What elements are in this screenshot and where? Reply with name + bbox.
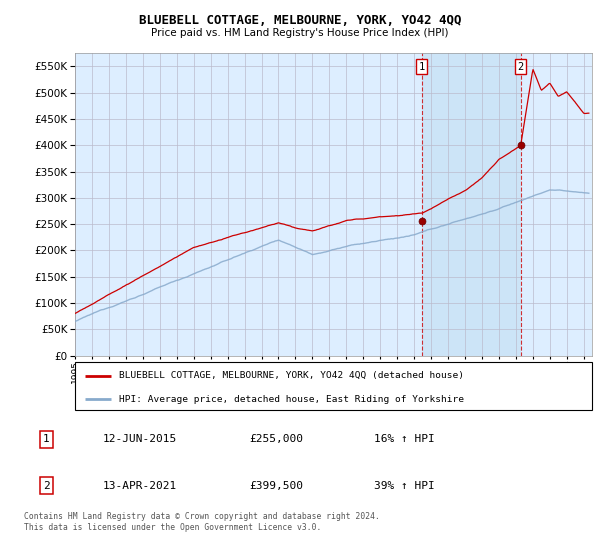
Text: 16% ↑ HPI: 16% ↑ HPI — [374, 435, 434, 444]
Text: 1: 1 — [43, 435, 50, 444]
Text: BLUEBELL COTTAGE, MELBOURNE, YORK, YO42 4QQ (detached house): BLUEBELL COTTAGE, MELBOURNE, YORK, YO42 … — [119, 371, 464, 380]
Text: 12-JUN-2015: 12-JUN-2015 — [103, 435, 177, 444]
Text: £255,000: £255,000 — [250, 435, 304, 444]
Text: Contains HM Land Registry data © Crown copyright and database right 2024.
This d: Contains HM Land Registry data © Crown c… — [24, 512, 380, 532]
Bar — [422, 53, 521, 356]
Text: 2: 2 — [518, 62, 524, 72]
Text: 2: 2 — [43, 480, 50, 491]
Text: 39% ↑ HPI: 39% ↑ HPI — [374, 480, 434, 491]
FancyBboxPatch shape — [75, 362, 592, 410]
Text: £399,500: £399,500 — [250, 480, 304, 491]
Text: 13-APR-2021: 13-APR-2021 — [103, 480, 177, 491]
Text: BLUEBELL COTTAGE, MELBOURNE, YORK, YO42 4QQ: BLUEBELL COTTAGE, MELBOURNE, YORK, YO42 … — [139, 14, 461, 27]
Text: 1: 1 — [418, 62, 425, 72]
Text: Price paid vs. HM Land Registry's House Price Index (HPI): Price paid vs. HM Land Registry's House … — [151, 28, 449, 38]
Text: HPI: Average price, detached house, East Riding of Yorkshire: HPI: Average price, detached house, East… — [119, 395, 464, 404]
